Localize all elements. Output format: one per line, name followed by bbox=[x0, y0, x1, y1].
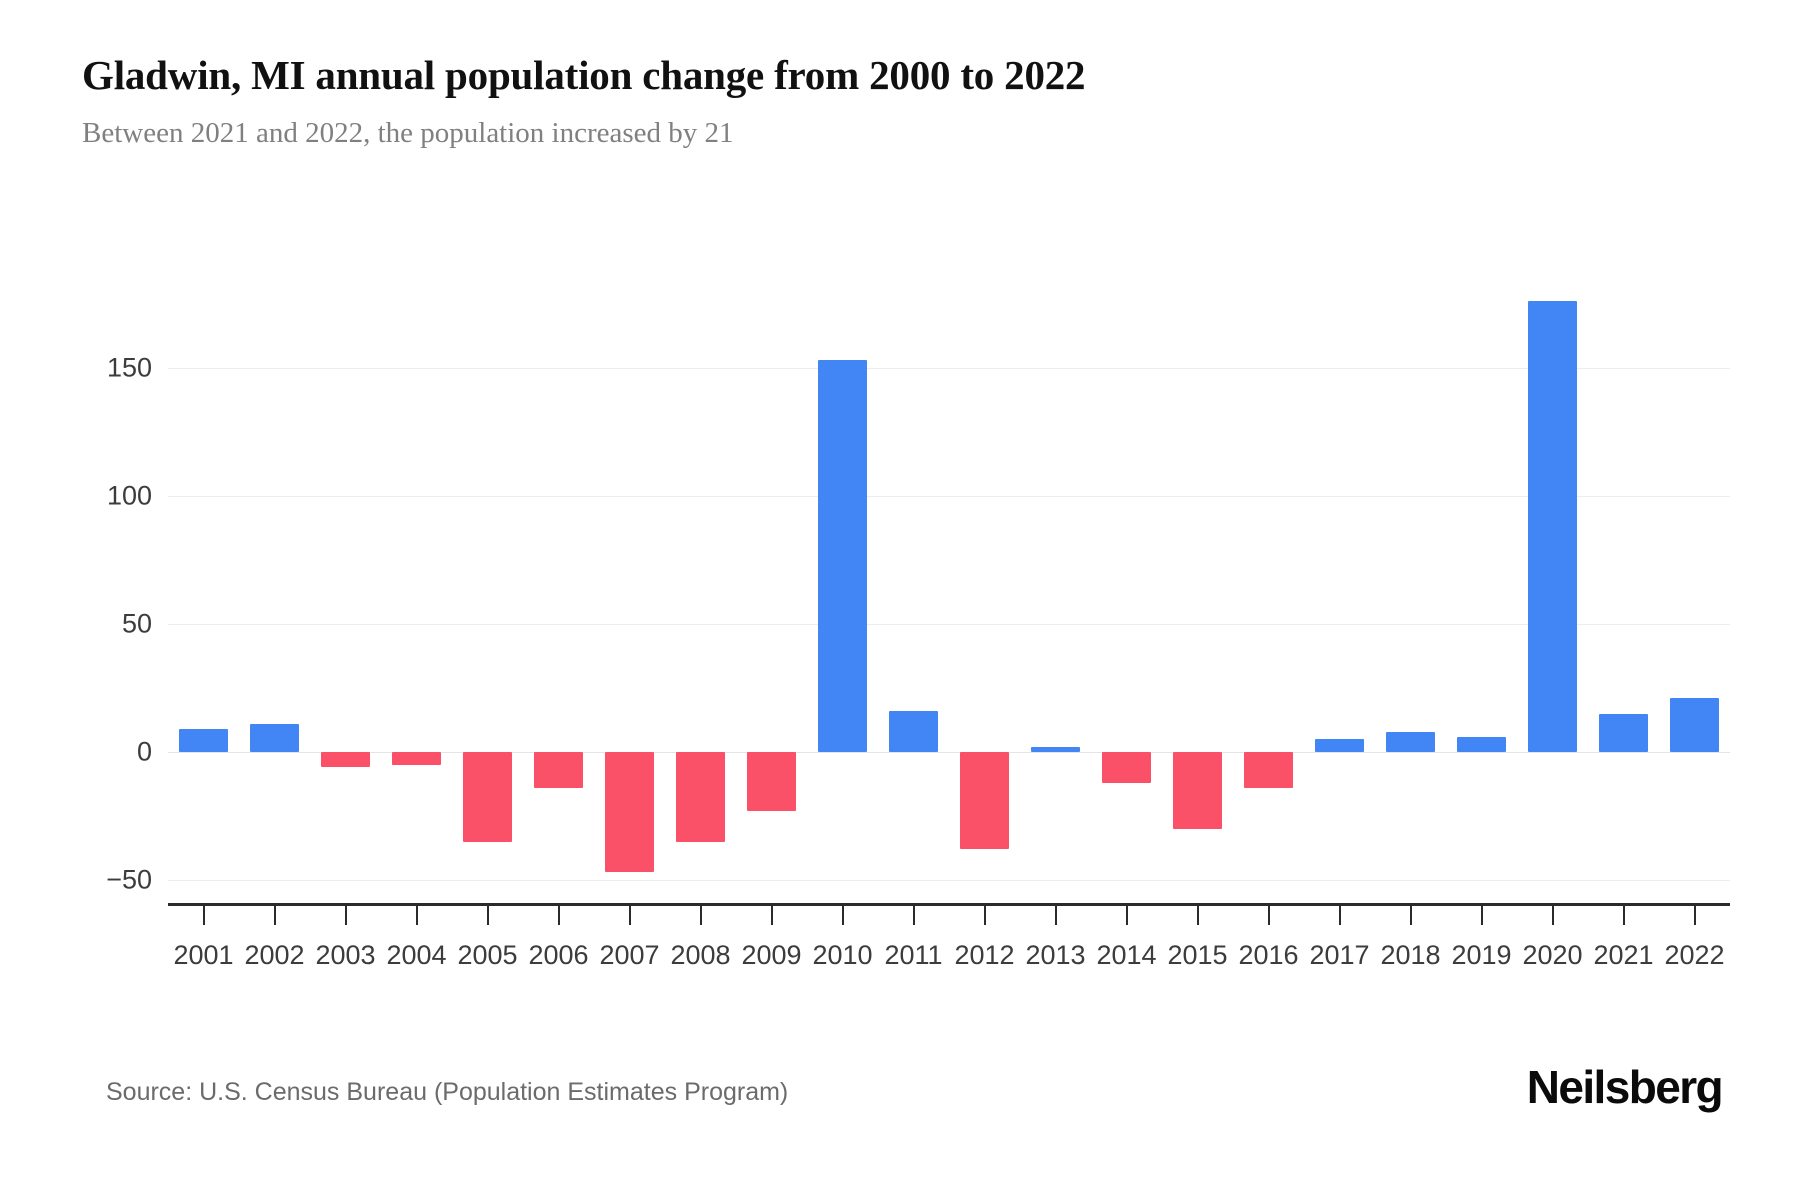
x-axis-tick-label: 2012 bbox=[954, 940, 1015, 970]
x-axis-tick bbox=[1267, 903, 1270, 925]
bar-2008[interactable] bbox=[675, 752, 726, 842]
bar-2004[interactable] bbox=[391, 752, 442, 765]
chart-header: Gladwin, MI annual population change fro… bbox=[82, 52, 1722, 151]
x-axis-tick bbox=[557, 903, 560, 925]
x-axis-tick-label: 2017 bbox=[1309, 940, 1370, 970]
bar-2021[interactable] bbox=[1598, 713, 1649, 752]
x-axis-tick bbox=[699, 903, 702, 925]
x-axis-tick-label: 2018 bbox=[1380, 940, 1441, 970]
y-axis-tick-label: −50 bbox=[106, 864, 152, 895]
bar-2017[interactable] bbox=[1314, 739, 1365, 752]
bar-2010[interactable] bbox=[817, 360, 868, 752]
bar-2012[interactable] bbox=[959, 752, 1010, 850]
x-axis-tick-label: 2004 bbox=[386, 940, 447, 970]
x-axis-tick bbox=[770, 903, 773, 925]
x-axis-tick-label: 2001 bbox=[173, 940, 234, 970]
gridline bbox=[168, 624, 1730, 625]
x-axis-tick bbox=[1338, 903, 1341, 925]
x-axis-tick bbox=[273, 903, 276, 925]
neilsberg-logo: Neilsberg bbox=[1526, 1061, 1724, 1113]
x-axis-tick bbox=[1622, 903, 1625, 925]
x-axis-tick bbox=[344, 903, 347, 925]
x-axis-tick-label: 2021 bbox=[1593, 940, 1654, 970]
chart-subtitle: Between 2021 and 2022, the population in… bbox=[82, 117, 734, 150]
bar-2005[interactable] bbox=[462, 752, 513, 842]
y-axis-tick-label: 150 bbox=[106, 352, 152, 383]
gridline bbox=[168, 496, 1730, 497]
page-title: Gladwin, MI annual population change fro… bbox=[82, 52, 1086, 98]
x-axis-tick bbox=[912, 903, 915, 925]
x-axis-tick-label: 2010 bbox=[812, 940, 873, 970]
x-axis-tick bbox=[1196, 903, 1199, 925]
x-axis-tick-label: 2002 bbox=[244, 940, 305, 970]
source-note: Source: U.S. Census Bureau (Population E… bbox=[106, 1078, 789, 1106]
x-axis-tick-label: 2013 bbox=[1025, 940, 1086, 970]
y-axis-tick-label: 0 bbox=[136, 736, 152, 767]
x-axis-tick-label: 2016 bbox=[1238, 940, 1299, 970]
x-axis-tick-label: 2005 bbox=[457, 940, 518, 970]
x-axis-tick-label: 2007 bbox=[599, 940, 660, 970]
gridline bbox=[168, 368, 1730, 369]
bar-2002[interactable] bbox=[249, 723, 300, 752]
bar-2020[interactable] bbox=[1527, 301, 1578, 752]
gridline bbox=[168, 880, 1730, 881]
bar-2016[interactable] bbox=[1243, 752, 1294, 788]
bar-2018[interactable] bbox=[1385, 731, 1436, 752]
x-axis-tick-label: 2011 bbox=[884, 940, 943, 970]
x-axis-tick-label: 2009 bbox=[741, 940, 802, 970]
bar-2003[interactable] bbox=[320, 752, 371, 768]
x-axis-tick-label: 2019 bbox=[1451, 940, 1512, 970]
x-axis-tick bbox=[486, 903, 489, 925]
bar-2006[interactable] bbox=[533, 752, 584, 788]
bar-2011[interactable] bbox=[888, 711, 939, 752]
bar-2014[interactable] bbox=[1101, 752, 1152, 783]
y-axis-tick-label: 100 bbox=[106, 480, 152, 511]
x-axis-tick-label: 2006 bbox=[528, 940, 589, 970]
x-axis-tick bbox=[1693, 903, 1696, 925]
bar-2019[interactable] bbox=[1456, 736, 1507, 752]
x-axis-tick bbox=[1054, 903, 1057, 925]
x-axis-tick-label: 2014 bbox=[1096, 940, 1157, 970]
y-axis-tick-label: 50 bbox=[121, 608, 152, 639]
x-axis-tick bbox=[1125, 903, 1128, 925]
x-axis-tick bbox=[202, 903, 205, 925]
x-axis-tick-label: 2020 bbox=[1522, 940, 1583, 970]
bar-2015[interactable] bbox=[1172, 752, 1223, 829]
x-axis-tick bbox=[1480, 903, 1483, 925]
x-axis-tick-label: 2003 bbox=[315, 940, 376, 970]
x-axis-tick bbox=[841, 903, 844, 925]
x-axis-tick bbox=[983, 903, 986, 925]
x-axis-tick-label: 2008 bbox=[670, 940, 731, 970]
bar-2007[interactable] bbox=[604, 752, 655, 873]
x-axis-tick bbox=[1409, 903, 1412, 925]
zero-baseline bbox=[168, 752, 1730, 753]
x-axis-line bbox=[168, 903, 1730, 906]
x-axis-tick-label: 2015 bbox=[1167, 940, 1228, 970]
x-axis-tick bbox=[628, 903, 631, 925]
bar-2013[interactable] bbox=[1030, 746, 1081, 752]
bar-2001[interactable] bbox=[178, 728, 229, 752]
bar-2022[interactable] bbox=[1669, 698, 1720, 752]
x-axis-tick-label: 2022 bbox=[1664, 940, 1725, 970]
bar-2009[interactable] bbox=[746, 752, 797, 811]
x-axis-tick bbox=[415, 903, 418, 925]
x-axis-tick bbox=[1551, 903, 1554, 925]
